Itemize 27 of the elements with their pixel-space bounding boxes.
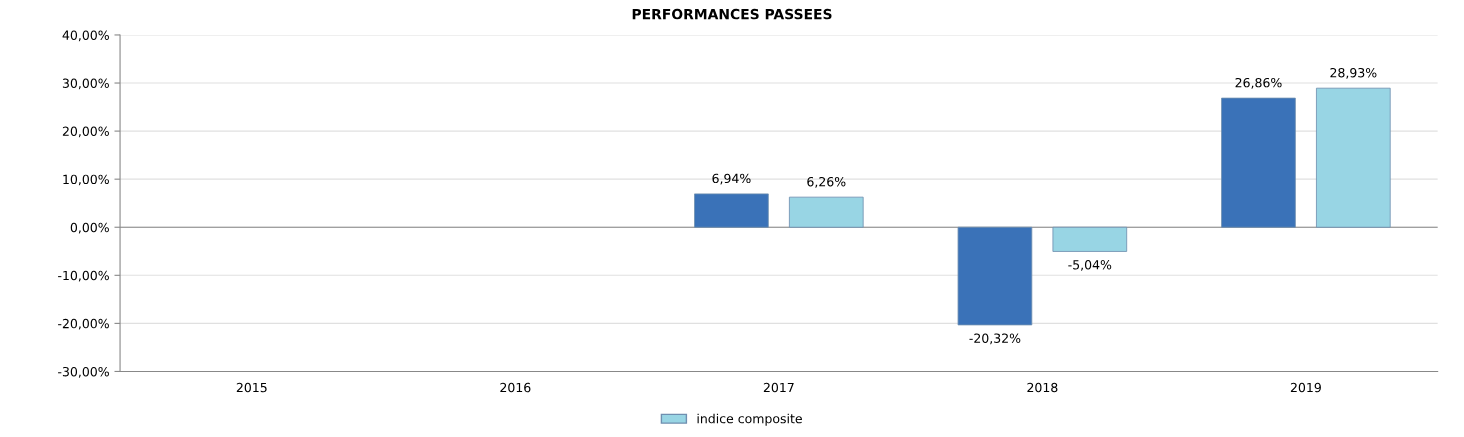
y-tick-label: -30,00%: [58, 366, 109, 378]
data-label: 26,86%: [1235, 77, 1282, 89]
y-tick-label: 30,00%: [62, 78, 109, 90]
bar: [957, 226, 1033, 326]
data-label: 6,26%: [807, 176, 846, 188]
x-tick-label: 2018: [1027, 382, 1058, 393]
bar: [788, 196, 864, 228]
y-tick-label: 40,00%: [62, 30, 109, 42]
y-tick-label: 0,00%: [70, 222, 109, 234]
data-label: 6,94%: [712, 173, 751, 185]
data-label: -20,32%: [969, 333, 1021, 345]
data-label: -5,04%: [1068, 260, 1112, 271]
data-label: 28,93%: [1330, 67, 1377, 79]
legend-label: indice composite: [697, 413, 802, 426]
x-tick-label: 2015: [236, 382, 267, 393]
x-tick-label: 2016: [500, 382, 531, 393]
y-tick-label: -20,00%: [58, 318, 109, 330]
bar: [1221, 97, 1296, 228]
y-tick-label: 10,00%: [63, 174, 109, 186]
y-tick-label: 20,00%: [62, 126, 109, 138]
bar: [694, 193, 769, 228]
x-tick-label: 2019: [1290, 382, 1321, 393]
x-tick-label: 2017: [763, 382, 794, 393]
chart-title: PERFORMANCES PASSEES: [632, 8, 832, 20]
bar: [1316, 87, 1391, 228]
bar: [1052, 226, 1128, 252]
y-tick-label: -10,00%: [58, 270, 109, 282]
